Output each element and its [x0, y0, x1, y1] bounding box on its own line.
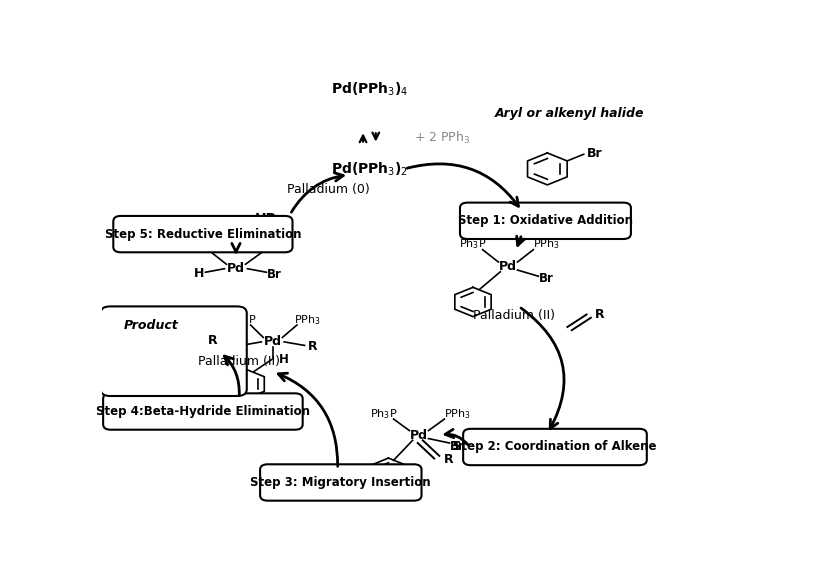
- Text: Step 2: Coordination of Alkene: Step 2: Coordination of Alkene: [453, 441, 656, 453]
- Text: Ph$_3$P: Ph$_3$P: [229, 313, 256, 327]
- Text: Br: Br: [266, 267, 281, 281]
- Text: Pd(PPh$_3$)$_2$: Pd(PPh$_3$)$_2$: [331, 160, 407, 177]
- Text: Ph$_3$P: Ph$_3$P: [370, 407, 397, 420]
- FancyBboxPatch shape: [260, 464, 421, 501]
- FancyBboxPatch shape: [103, 393, 302, 430]
- Text: Pd: Pd: [227, 262, 245, 275]
- Text: Step 1: Oxidative Addition: Step 1: Oxidative Addition: [457, 214, 632, 228]
- Text: H: H: [193, 267, 204, 279]
- Text: R: R: [307, 340, 317, 353]
- Text: R: R: [443, 453, 452, 466]
- Text: H: H: [279, 353, 289, 366]
- Text: Palladium (II): Palladium (II): [198, 355, 280, 368]
- Text: Pd: Pd: [498, 260, 516, 273]
- Text: Ph$_3$P: Ph$_3$P: [459, 237, 486, 251]
- Text: Pd: Pd: [264, 335, 282, 348]
- Text: PPh$_3$: PPh$_3$: [259, 241, 286, 255]
- Text: Product: Product: [124, 319, 179, 332]
- FancyBboxPatch shape: [113, 216, 292, 252]
- Text: R: R: [208, 334, 218, 347]
- Text: Pd: Pd: [410, 429, 428, 442]
- Text: Ph$_3$P: Ph$_3$P: [189, 241, 216, 255]
- Text: Pd(PPh$_3$)$_4$: Pd(PPh$_3$)$_4$: [330, 81, 408, 98]
- Text: Aryl or alkenyl halide: Aryl or alkenyl halide: [494, 107, 644, 120]
- FancyBboxPatch shape: [463, 429, 646, 465]
- Text: PPh$_3$: PPh$_3$: [294, 313, 321, 327]
- Text: Step 4:Beta-Hydride Elimination: Step 4:Beta-Hydride Elimination: [96, 405, 310, 418]
- Text: Br: Br: [449, 439, 464, 453]
- FancyBboxPatch shape: [101, 306, 247, 396]
- Text: Br: Br: [586, 147, 602, 160]
- Text: PPh$_3$: PPh$_3$: [532, 237, 559, 251]
- Text: Br: Br: [225, 340, 240, 353]
- Text: PPh$_3$: PPh$_3$: [443, 407, 470, 420]
- Text: Palladium (0): Palladium (0): [287, 183, 369, 196]
- Text: R: R: [595, 308, 604, 321]
- Text: Br: Br: [538, 272, 553, 285]
- Text: Step 3: Migratory Insertion: Step 3: Migratory Insertion: [250, 476, 431, 489]
- Text: Step 5: Reductive Elimination: Step 5: Reductive Elimination: [105, 228, 301, 241]
- Text: HBr: HBr: [254, 212, 283, 226]
- FancyBboxPatch shape: [459, 203, 630, 239]
- Text: Palladium (II): Palladium (II): [473, 309, 554, 322]
- Text: + 2 PPh$_3$: + 2 PPh$_3$: [414, 130, 470, 146]
